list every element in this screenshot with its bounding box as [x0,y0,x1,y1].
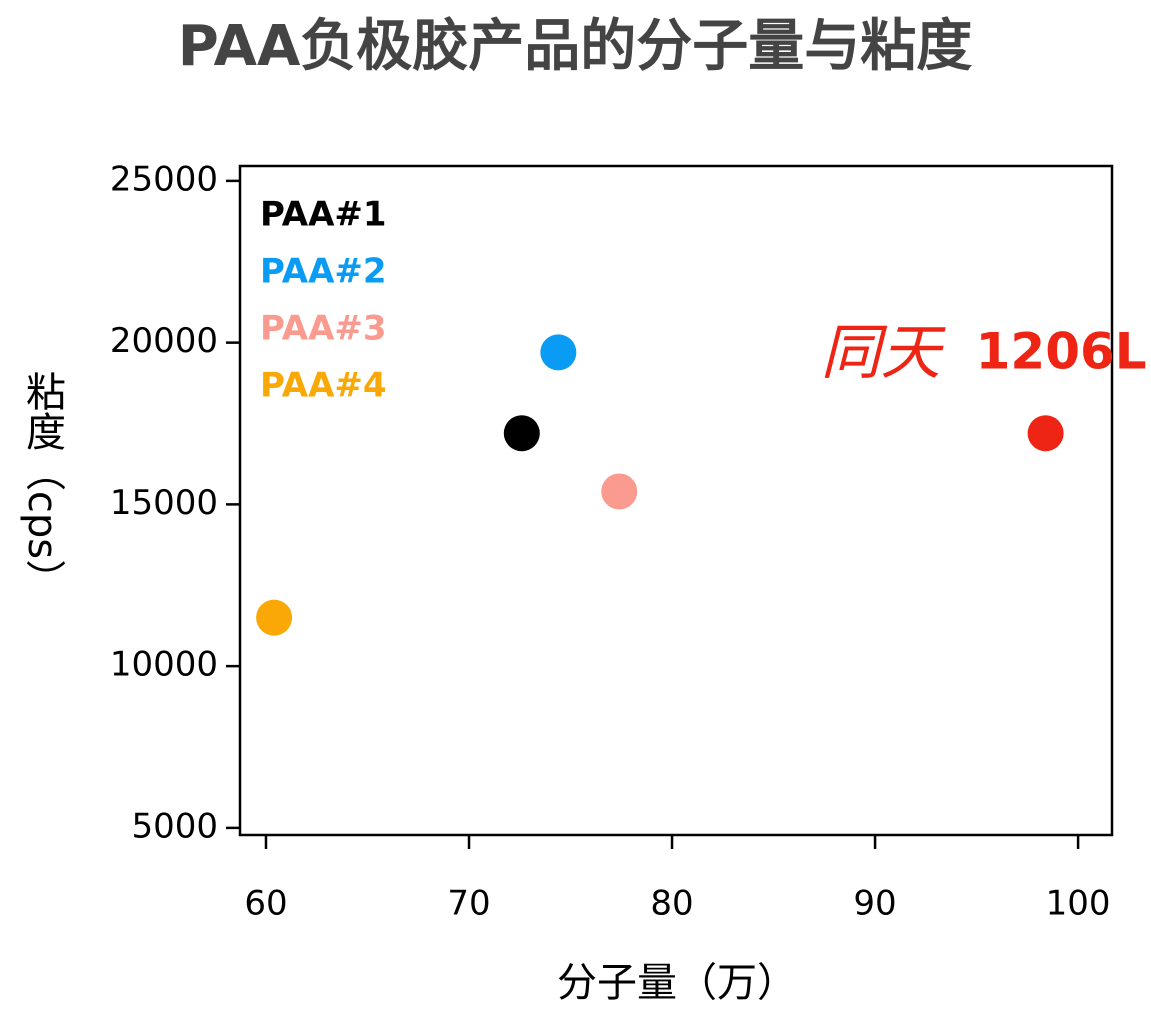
annotation: 同天 [821,318,947,388]
point [503,415,540,452]
x-tick-label: 100 [1046,884,1111,924]
point [256,599,293,636]
point-label: 1206L [976,323,1147,381]
y-tick-label: 25000 [110,159,218,199]
y-tick-label: 10000 [110,645,218,685]
legend-label: PAA#3 [260,309,387,349]
point [540,334,577,371]
y-tick-label: 5000 [131,806,218,846]
x-tick-label: 90 [853,884,896,924]
x-tick-label: 80 [650,884,693,924]
y-tick-label: 20000 [110,321,218,361]
legend-label: PAA#2 [260,252,387,292]
plot-frame [238,164,1114,837]
y-axis-label: 粘度（cps） [19,371,66,599]
legend-label: PAA#4 [260,366,387,406]
chart-title: PAA负极胶产品的分子量与粘度 [178,14,973,79]
x-tick-label: 70 [447,884,490,924]
x-tick-label: 60 [244,884,287,924]
point [1027,415,1064,452]
point [601,473,638,510]
x-axis-label: 分子量（万） [557,960,797,1006]
legend-label: PAA#1 [260,195,387,235]
y-tick-label: 15000 [110,483,218,523]
